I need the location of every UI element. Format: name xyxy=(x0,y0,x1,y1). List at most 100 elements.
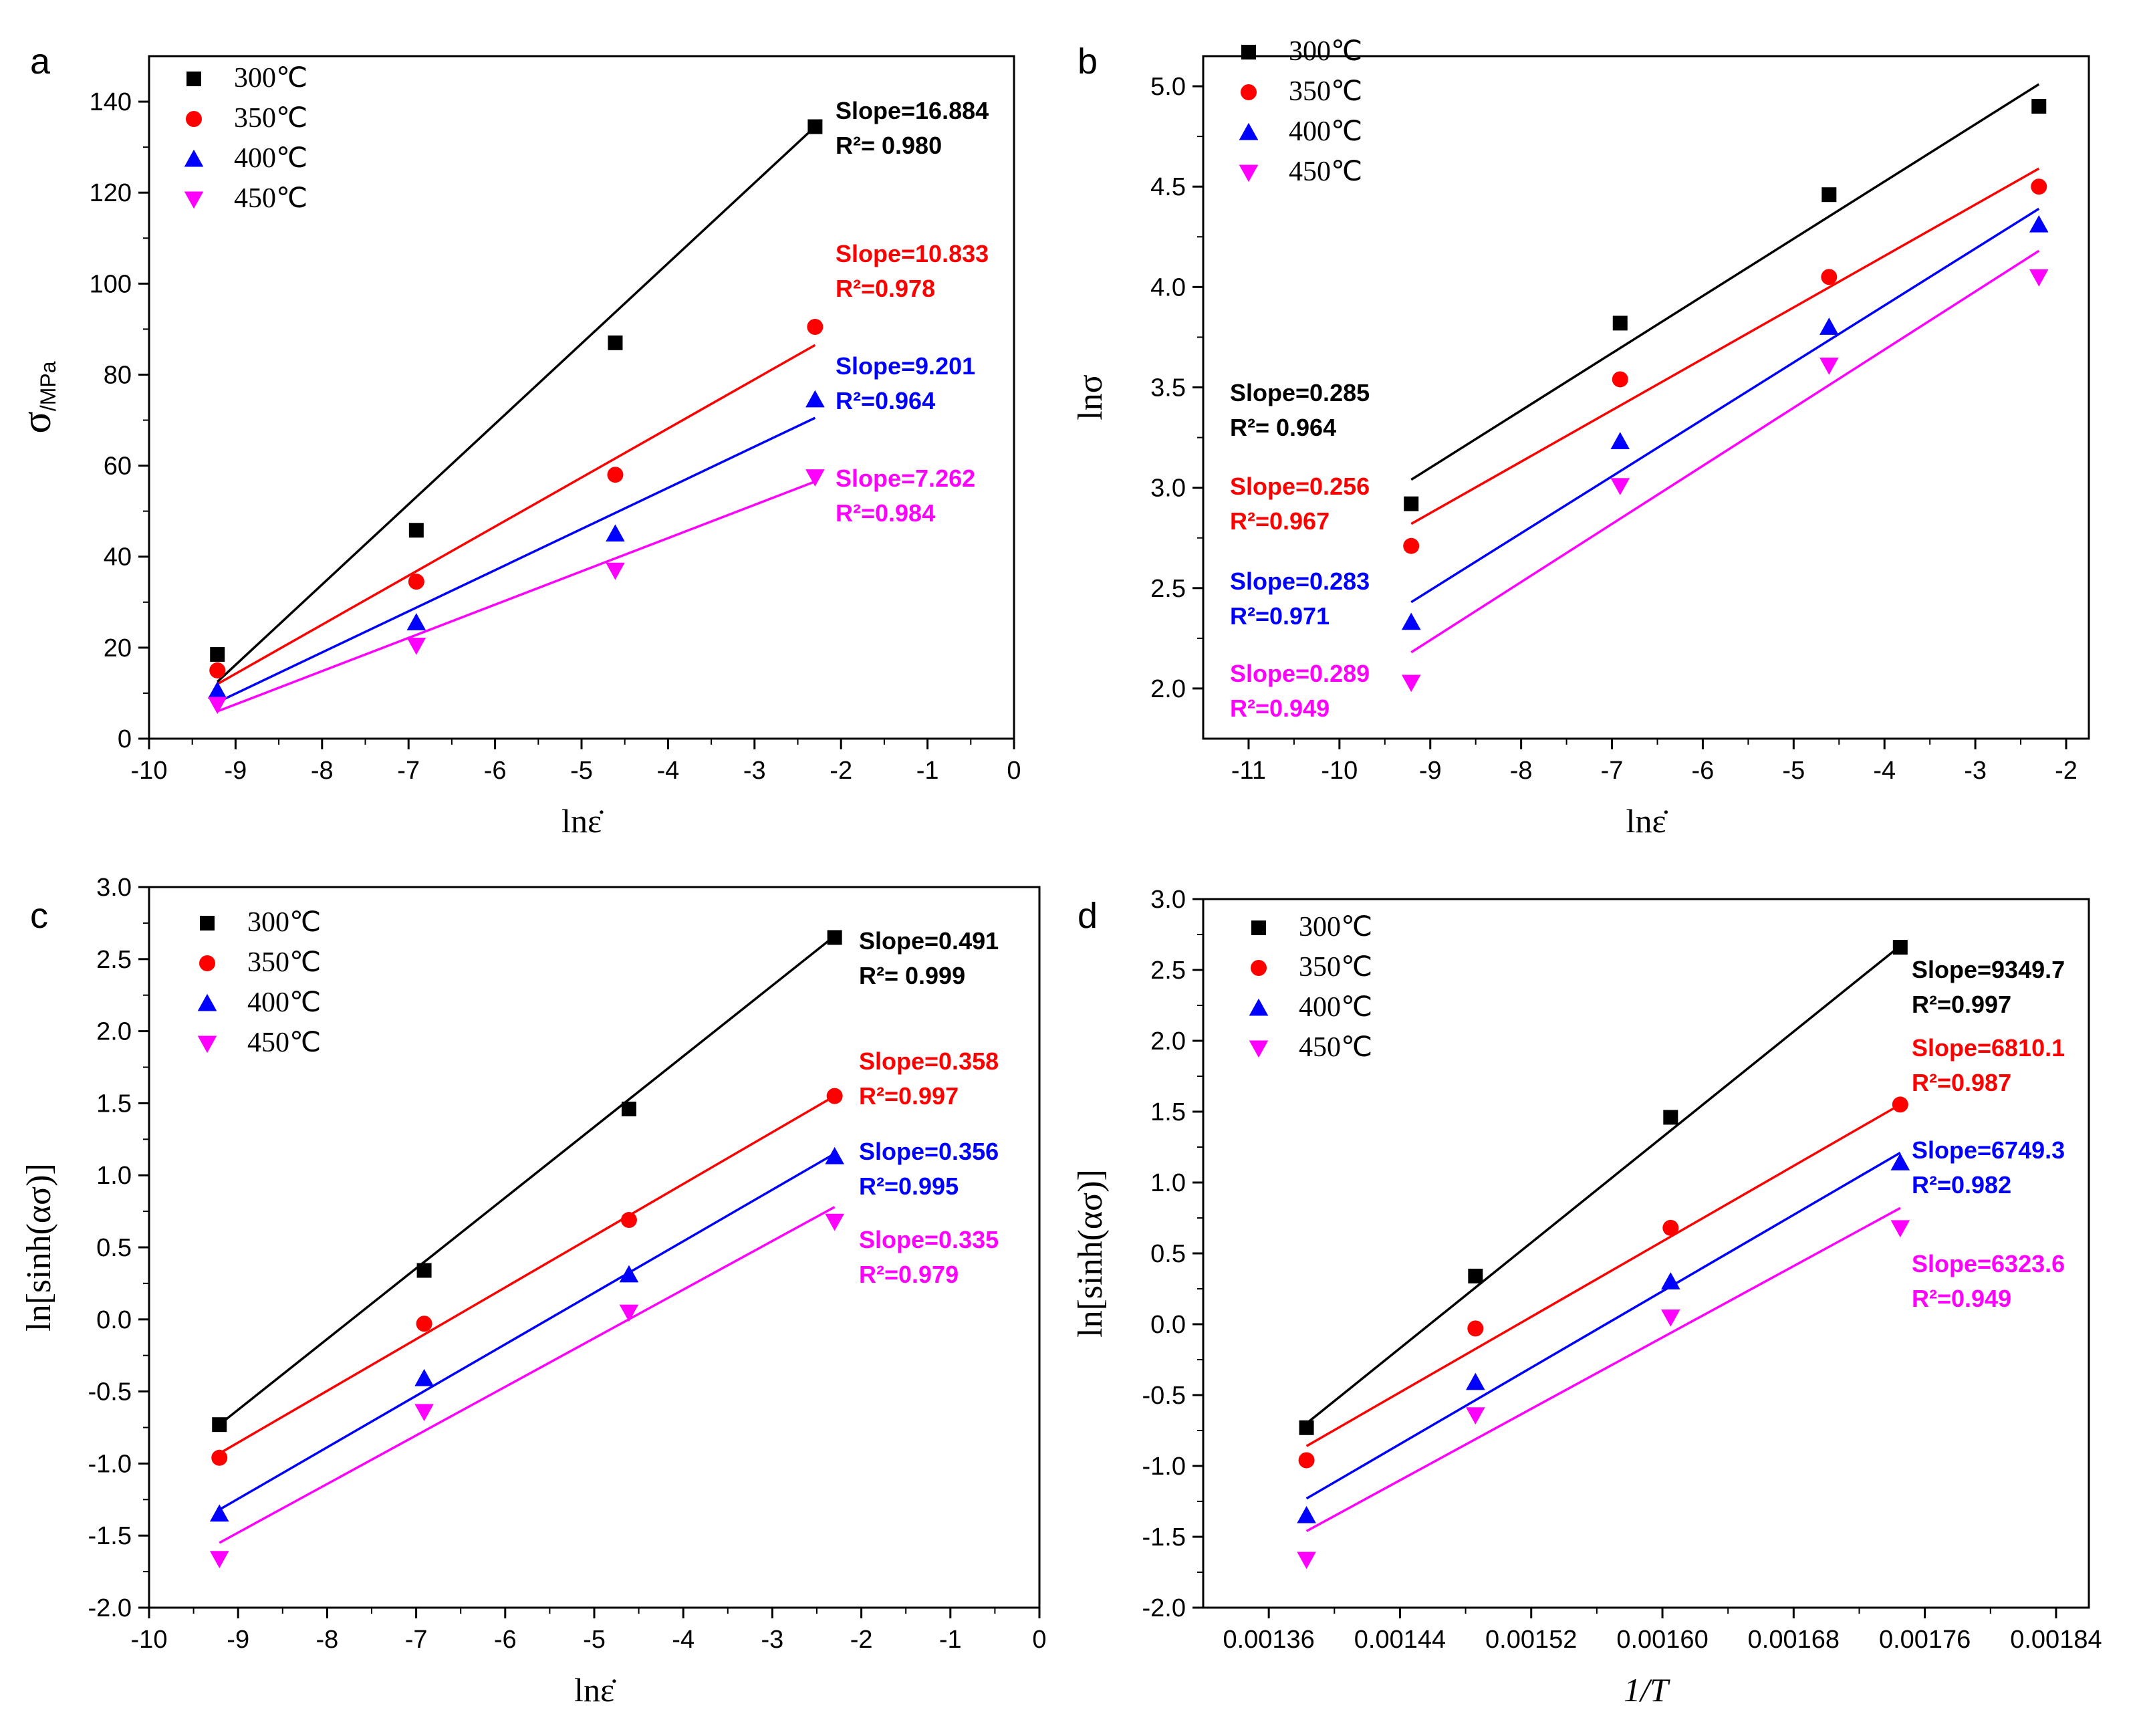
panel-label: a xyxy=(30,41,51,82)
r2-annotation: R²=0.997 xyxy=(1912,991,2011,1018)
series-0: Slope=16.884 R²= 0.980 300℃ xyxy=(186,63,989,683)
data-point xyxy=(827,930,842,945)
data-point xyxy=(414,1404,434,1422)
x-tick-label: -7 xyxy=(397,757,420,785)
plot-frame xyxy=(1202,55,2090,740)
legend-label: 300℃ xyxy=(247,907,321,938)
x-tick-label: -5 xyxy=(1782,757,1805,785)
y-tick-label: 3.5 xyxy=(1150,374,1186,402)
x-tick-label: -3 xyxy=(1964,757,1987,785)
legend-label: 450℃ xyxy=(234,183,307,214)
y-tick-label: 2.5 xyxy=(1150,957,1186,985)
data-point xyxy=(1403,537,1420,554)
y-axis-label: σ/MPa xyxy=(14,361,60,433)
y-tick-label: 1.5 xyxy=(1150,1098,1186,1126)
series-1: Slope=10.833 R²=0.978 350℃ xyxy=(186,103,989,685)
data-point xyxy=(621,1102,636,1117)
panel-label: c xyxy=(30,896,48,936)
x-tick-label: -8 xyxy=(311,757,334,785)
legend-label: 350℃ xyxy=(247,947,321,978)
data-point xyxy=(1821,269,1838,285)
x-tick-label: -3 xyxy=(761,1626,784,1654)
fit-line xyxy=(219,1095,836,1455)
chart-panel-c: c -2.0 -1.5 -1.0 -0.5 0.0 0.5 1.0 1.5 2.0 2.5 3.0 -1… xyxy=(20,874,1047,1709)
x-tick-label: 0.00136 xyxy=(1223,1626,1314,1654)
fit-line xyxy=(1410,83,2040,481)
y-tick-label: 60 xyxy=(104,453,132,481)
r2-annotation: R²=0.949 xyxy=(1230,695,1330,722)
data-point xyxy=(408,523,424,538)
data-point xyxy=(212,1417,227,1433)
x-tick-label: -2 xyxy=(830,757,852,785)
data-point xyxy=(414,1368,434,1386)
legend-label: 400℃ xyxy=(234,143,307,174)
y-tick-label: -2.0 xyxy=(88,1594,132,1622)
series-2: Slope=0.283 R²=0.971 400℃ xyxy=(1230,116,2049,630)
data-point xyxy=(408,574,424,590)
fit-line xyxy=(219,1206,836,1544)
chart-panel-b: b 2.0 2.5 3.0 3.5 4.0 4.5 5.0 -11 -10 -9 -8 -7 -6 -5 -4… xyxy=(1072,36,2090,840)
data-point xyxy=(805,469,825,487)
legend-marker xyxy=(197,1035,217,1053)
slope-annotation: Slope=9.201 xyxy=(836,352,975,380)
x-tick-label: -4 xyxy=(672,1626,695,1654)
r2-annotation: R²=0.982 xyxy=(1912,1171,2011,1199)
y-tick-label: -0.5 xyxy=(88,1378,132,1406)
y-tick-label: 3.0 xyxy=(96,874,132,902)
y-tick-label: 2.0 xyxy=(1150,675,1186,703)
data-point xyxy=(1298,1452,1315,1469)
x-tick-label: -6 xyxy=(1692,757,1715,785)
data-point xyxy=(1661,1272,1680,1289)
slope-annotation: Slope=0.358 xyxy=(859,1047,999,1075)
legend-marker xyxy=(1249,1040,1269,1058)
legend-marker xyxy=(186,111,202,127)
y-tick-label: -0.5 xyxy=(1142,1382,1186,1410)
legend-label: 350℃ xyxy=(1299,952,1372,983)
slope-annotation: Slope=7.262 xyxy=(836,465,975,492)
series-1: Slope=6810.1 R²=0.987 350℃ xyxy=(1251,952,2065,1469)
slope-annotation: Slope=0.491 xyxy=(859,927,999,955)
series-3: Slope=6323.6 R²=0.949 450℃ xyxy=(1249,1032,2065,1570)
x-tick-label: -6 xyxy=(494,1626,517,1654)
y-tick-label: 5.0 xyxy=(1150,73,1186,101)
slope-annotation: Slope=0.356 xyxy=(859,1138,999,1165)
r2-annotation: R²=0.949 xyxy=(1912,1285,2011,1312)
y-axis-label: ln[sinh(ασ)] xyxy=(20,1163,58,1332)
x-axis-label: 1/T xyxy=(1624,1671,1670,1709)
panel-label: b xyxy=(1078,41,1098,82)
x-tick-label: -4 xyxy=(1873,757,1896,785)
r2-annotation: R²=0.978 xyxy=(836,275,935,302)
legend-label: 400℃ xyxy=(1299,992,1372,1023)
y-tick-label: 0.0 xyxy=(1150,1311,1186,1339)
r2-annotation: R²=0.979 xyxy=(859,1261,959,1288)
x-tick-label: -11 xyxy=(1231,757,1266,785)
data-point xyxy=(209,1551,229,1568)
legend-marker xyxy=(184,191,204,209)
x-tick-label: 0.00160 xyxy=(1616,1626,1708,1654)
x-tick-label: -2 xyxy=(2055,757,2077,785)
series-1: Slope=0.358 R²=0.997 350℃ xyxy=(199,947,999,1466)
x-axis-label: lnε̇ xyxy=(561,802,604,840)
series-3: Slope=0.335 R²=0.979 450℃ xyxy=(197,1027,999,1568)
series-3: Slope=0.289 R²=0.949 450℃ xyxy=(1230,156,2049,722)
panel-label: d xyxy=(1078,896,1098,936)
y-tick-label: 1.0 xyxy=(96,1162,132,1190)
data-point xyxy=(406,638,426,655)
data-point xyxy=(1467,1320,1484,1337)
legend-marker xyxy=(1249,998,1269,1016)
y-tick-label: -1.5 xyxy=(88,1522,132,1550)
legend-marker xyxy=(1251,960,1267,976)
legend-label: 450℃ xyxy=(1289,156,1362,187)
series-2: Slope=9.201 R²=0.964 400℃ xyxy=(184,143,975,704)
data-point xyxy=(1401,674,1421,693)
data-point xyxy=(608,335,623,350)
x-tick-label: -7 xyxy=(405,1626,428,1654)
data-point xyxy=(416,1316,432,1332)
fit-line xyxy=(217,126,816,683)
y-tick-label: 40 xyxy=(104,543,132,572)
series-0: Slope=0.491 R²= 0.999 300℃ xyxy=(200,907,999,1433)
data-point xyxy=(2031,99,2047,114)
x-tick-label: 0 xyxy=(1007,757,1021,785)
r2-annotation: R²=0.997 xyxy=(859,1082,959,1110)
